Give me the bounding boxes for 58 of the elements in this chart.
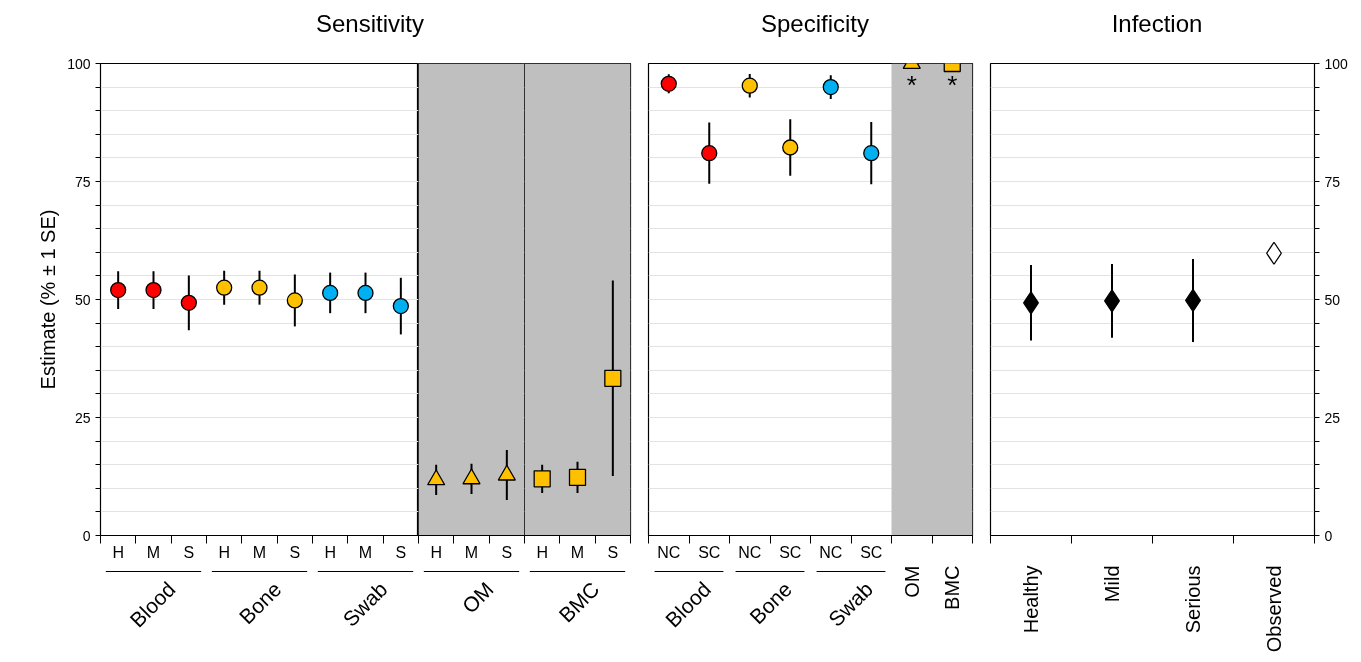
x-tick-label: SC xyxy=(698,543,721,561)
annotation: * xyxy=(947,69,958,100)
x-tick-label: SC xyxy=(779,543,802,561)
y-tick-label: 0 xyxy=(82,527,91,544)
chart-title: Infection xyxy=(1111,9,1203,39)
point xyxy=(145,281,162,299)
x-tick-label: H xyxy=(112,543,124,561)
point xyxy=(863,145,880,162)
x-tick-label: M xyxy=(570,543,585,561)
point xyxy=(322,284,339,302)
x-tick-label: NC xyxy=(819,543,843,561)
point xyxy=(110,281,127,299)
chart-title: Sensitivity xyxy=(315,9,425,39)
y-tick-label: 25 xyxy=(1324,409,1341,426)
x-tick-label: Mild xyxy=(1101,565,1123,603)
y-tick-label: 25 xyxy=(74,409,91,426)
point xyxy=(822,78,839,96)
x-tick-label: S xyxy=(607,543,619,561)
x-tick-label: Serious xyxy=(1182,565,1204,634)
x-tick-label: OM xyxy=(900,565,923,598)
y-tick-label: 75 xyxy=(1324,173,1341,190)
y-tick-label: 50 xyxy=(1324,291,1341,308)
chart-title: Specificity xyxy=(760,9,870,39)
x-tick-label: H xyxy=(430,543,442,561)
y-axis-title: Estimate (% ± 1 SE) xyxy=(37,209,60,390)
point xyxy=(286,292,303,309)
x-tick-label: S xyxy=(183,543,195,561)
x-tick-label: M xyxy=(464,543,479,561)
x-tick-label: Healthy xyxy=(1020,565,1042,634)
point xyxy=(216,279,233,296)
x-tick-label: S xyxy=(395,543,407,561)
point xyxy=(251,279,268,296)
x-tick-label: M xyxy=(358,543,373,561)
x-tick-label: H xyxy=(218,543,230,561)
x-tick-label: BMC xyxy=(941,565,964,610)
x-tick-label: M xyxy=(252,543,267,561)
y-tick-label: 0 xyxy=(1324,527,1333,544)
x-tick-label: S xyxy=(289,543,301,561)
x-tick-label: M xyxy=(146,543,161,561)
point xyxy=(392,297,409,315)
point xyxy=(180,294,197,311)
x-tick-label: H xyxy=(324,543,336,561)
y-tick-label: 50 xyxy=(74,291,91,308)
point xyxy=(741,77,758,94)
x-tick-label: S xyxy=(501,543,513,561)
x-tick-label: NC xyxy=(657,543,681,561)
annotation: * xyxy=(906,69,917,100)
point xyxy=(782,139,799,156)
x-tick-label: H xyxy=(536,543,548,561)
point xyxy=(357,284,374,302)
x-tick-label: NC xyxy=(738,543,762,561)
y-tick-label: 100 xyxy=(67,55,91,72)
x-tick-label: SC xyxy=(860,543,883,561)
point xyxy=(701,145,718,162)
x-tick-label: Observed xyxy=(1263,565,1285,653)
y-tick-label: 75 xyxy=(74,173,91,190)
y-tick-label: 100 xyxy=(1324,55,1349,72)
point xyxy=(660,75,677,92)
